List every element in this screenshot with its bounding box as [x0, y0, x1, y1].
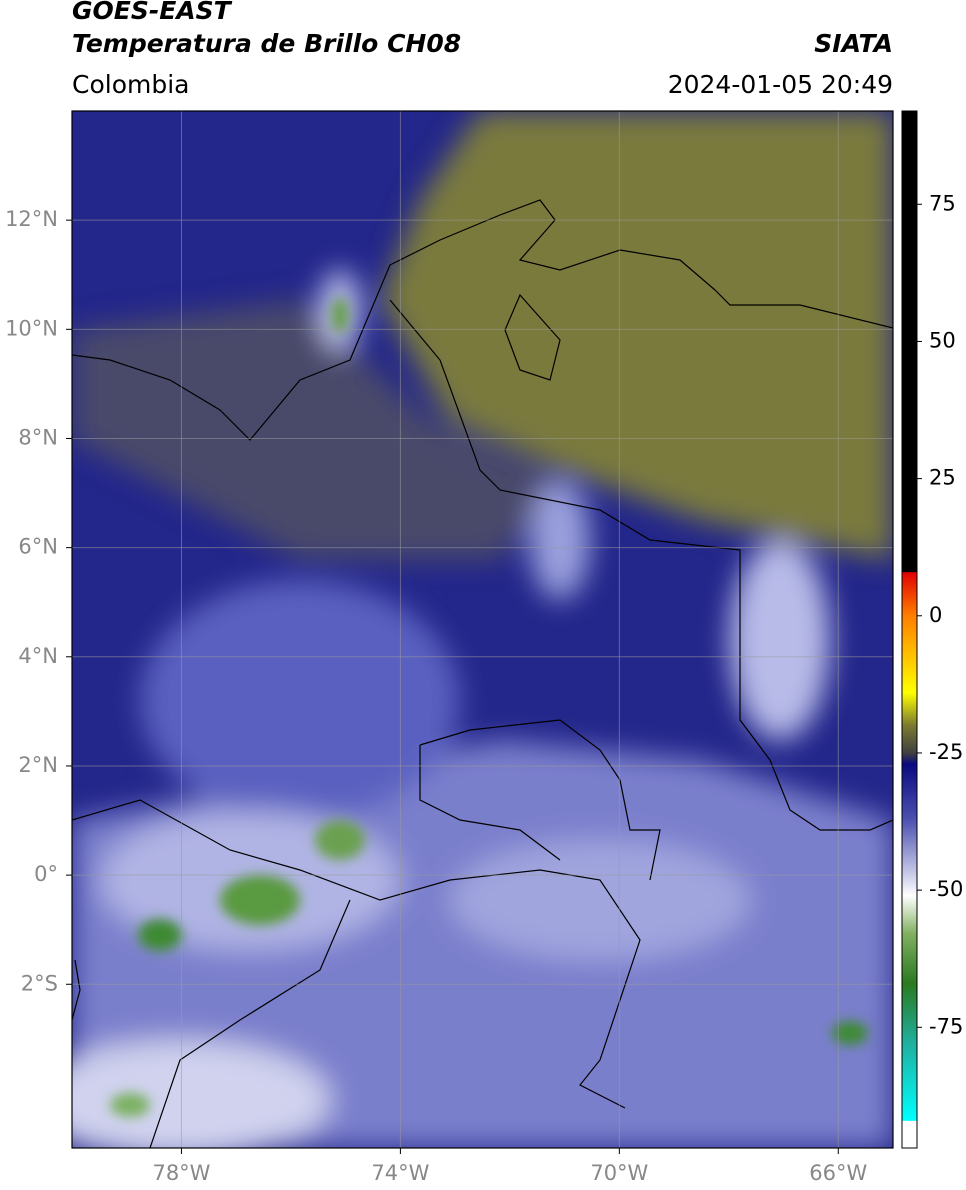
source: SIATA [814, 29, 893, 58]
x-tick-label: 78°W [152, 1161, 210, 1185]
datetime: 2024-01-05 20:49 [668, 70, 893, 99]
x-tick-label: 70°W [590, 1161, 648, 1185]
y-tick-label: 2°S [21, 971, 58, 995]
map-frame [71, 110, 894, 1149]
y-tick-label: 12°N [5, 207, 58, 231]
colorbar-tick-label: 50 [929, 328, 956, 352]
x-tick-label: 66°W [809, 1161, 867, 1185]
y-tick-label: 0° [34, 862, 58, 886]
colorbar [901, 110, 918, 1149]
colorbar-tick-label: 75 [929, 191, 956, 215]
y-tick-label: 8°N [18, 425, 58, 449]
satellite-image [72, 111, 893, 1148]
title: GOES-EAST [72, 0, 233, 25]
y-tick-label: 4°N [18, 644, 58, 668]
region: Colombia [72, 70, 189, 99]
x-tick-label: 74°W [371, 1161, 429, 1185]
colorbar-tick-label: 25 [929, 466, 956, 490]
subtitle: Temperatura de Brillo CH08 [72, 29, 461, 58]
y-tick-label: 6°N [18, 535, 58, 559]
colorbar-tick-label: -75 [929, 1014, 963, 1038]
y-tick-label: 10°N [5, 316, 58, 340]
colorbar-tick-label: -25 [929, 740, 963, 764]
y-tick-label: 2°N [18, 753, 58, 777]
colorbar-tick-label: 0 [929, 603, 942, 627]
colorbar-tick-label: -50 [929, 877, 963, 901]
